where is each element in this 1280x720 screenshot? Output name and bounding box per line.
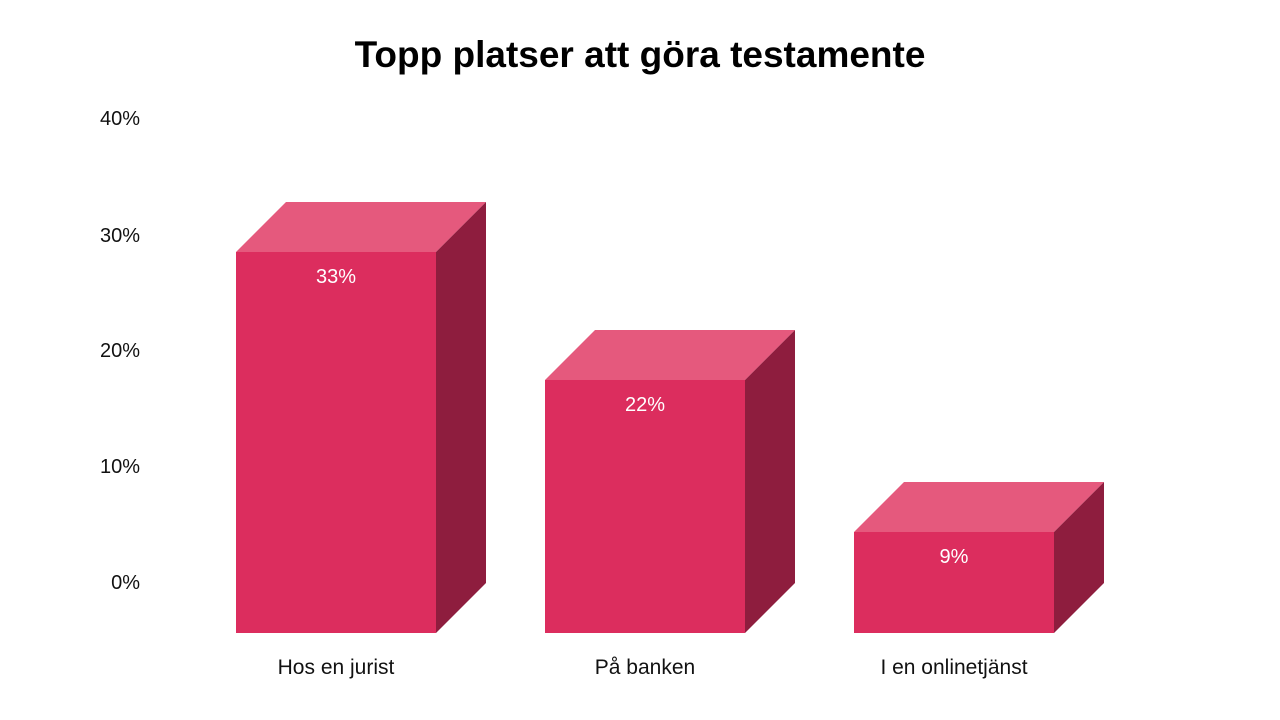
x-label-hos-en-jurist: Hos en jurist [277,656,395,679]
y-tick-20: 20% [99,340,140,362]
x-label-i-en-onlinetjanst: I en onlinetjänst [880,656,1028,679]
value-label-i-en-onlinetjanst: 9% [939,546,969,568]
y-tick-10: 10% [99,456,140,478]
bar-top-face [854,482,1104,532]
bar-side-face [436,202,486,633]
value-label-hos-en-jurist: 33% [315,266,357,288]
chart-title: Topp platser att göra testamente [354,34,926,75]
bar-hos-en-jurist [236,202,486,633]
bar-front-face [236,252,436,633]
value-label-pa-banken: 22% [624,394,666,416]
bar-front-face [545,380,745,633]
y-tick-40: 40% [99,108,140,130]
bar-side-face [745,330,795,633]
y-tick-0: 0% [111,572,140,594]
bar-i-en-onlinetjanst [854,482,1104,633]
bar-front-face [854,532,1054,633]
bar-top-face [236,202,486,252]
bar-pa-banken [545,330,795,633]
x-label-pa-banken: På banken [594,656,696,679]
bar-top-face [545,330,795,380]
bar-side-face [1054,482,1104,633]
y-tick-30: 30% [99,225,140,247]
